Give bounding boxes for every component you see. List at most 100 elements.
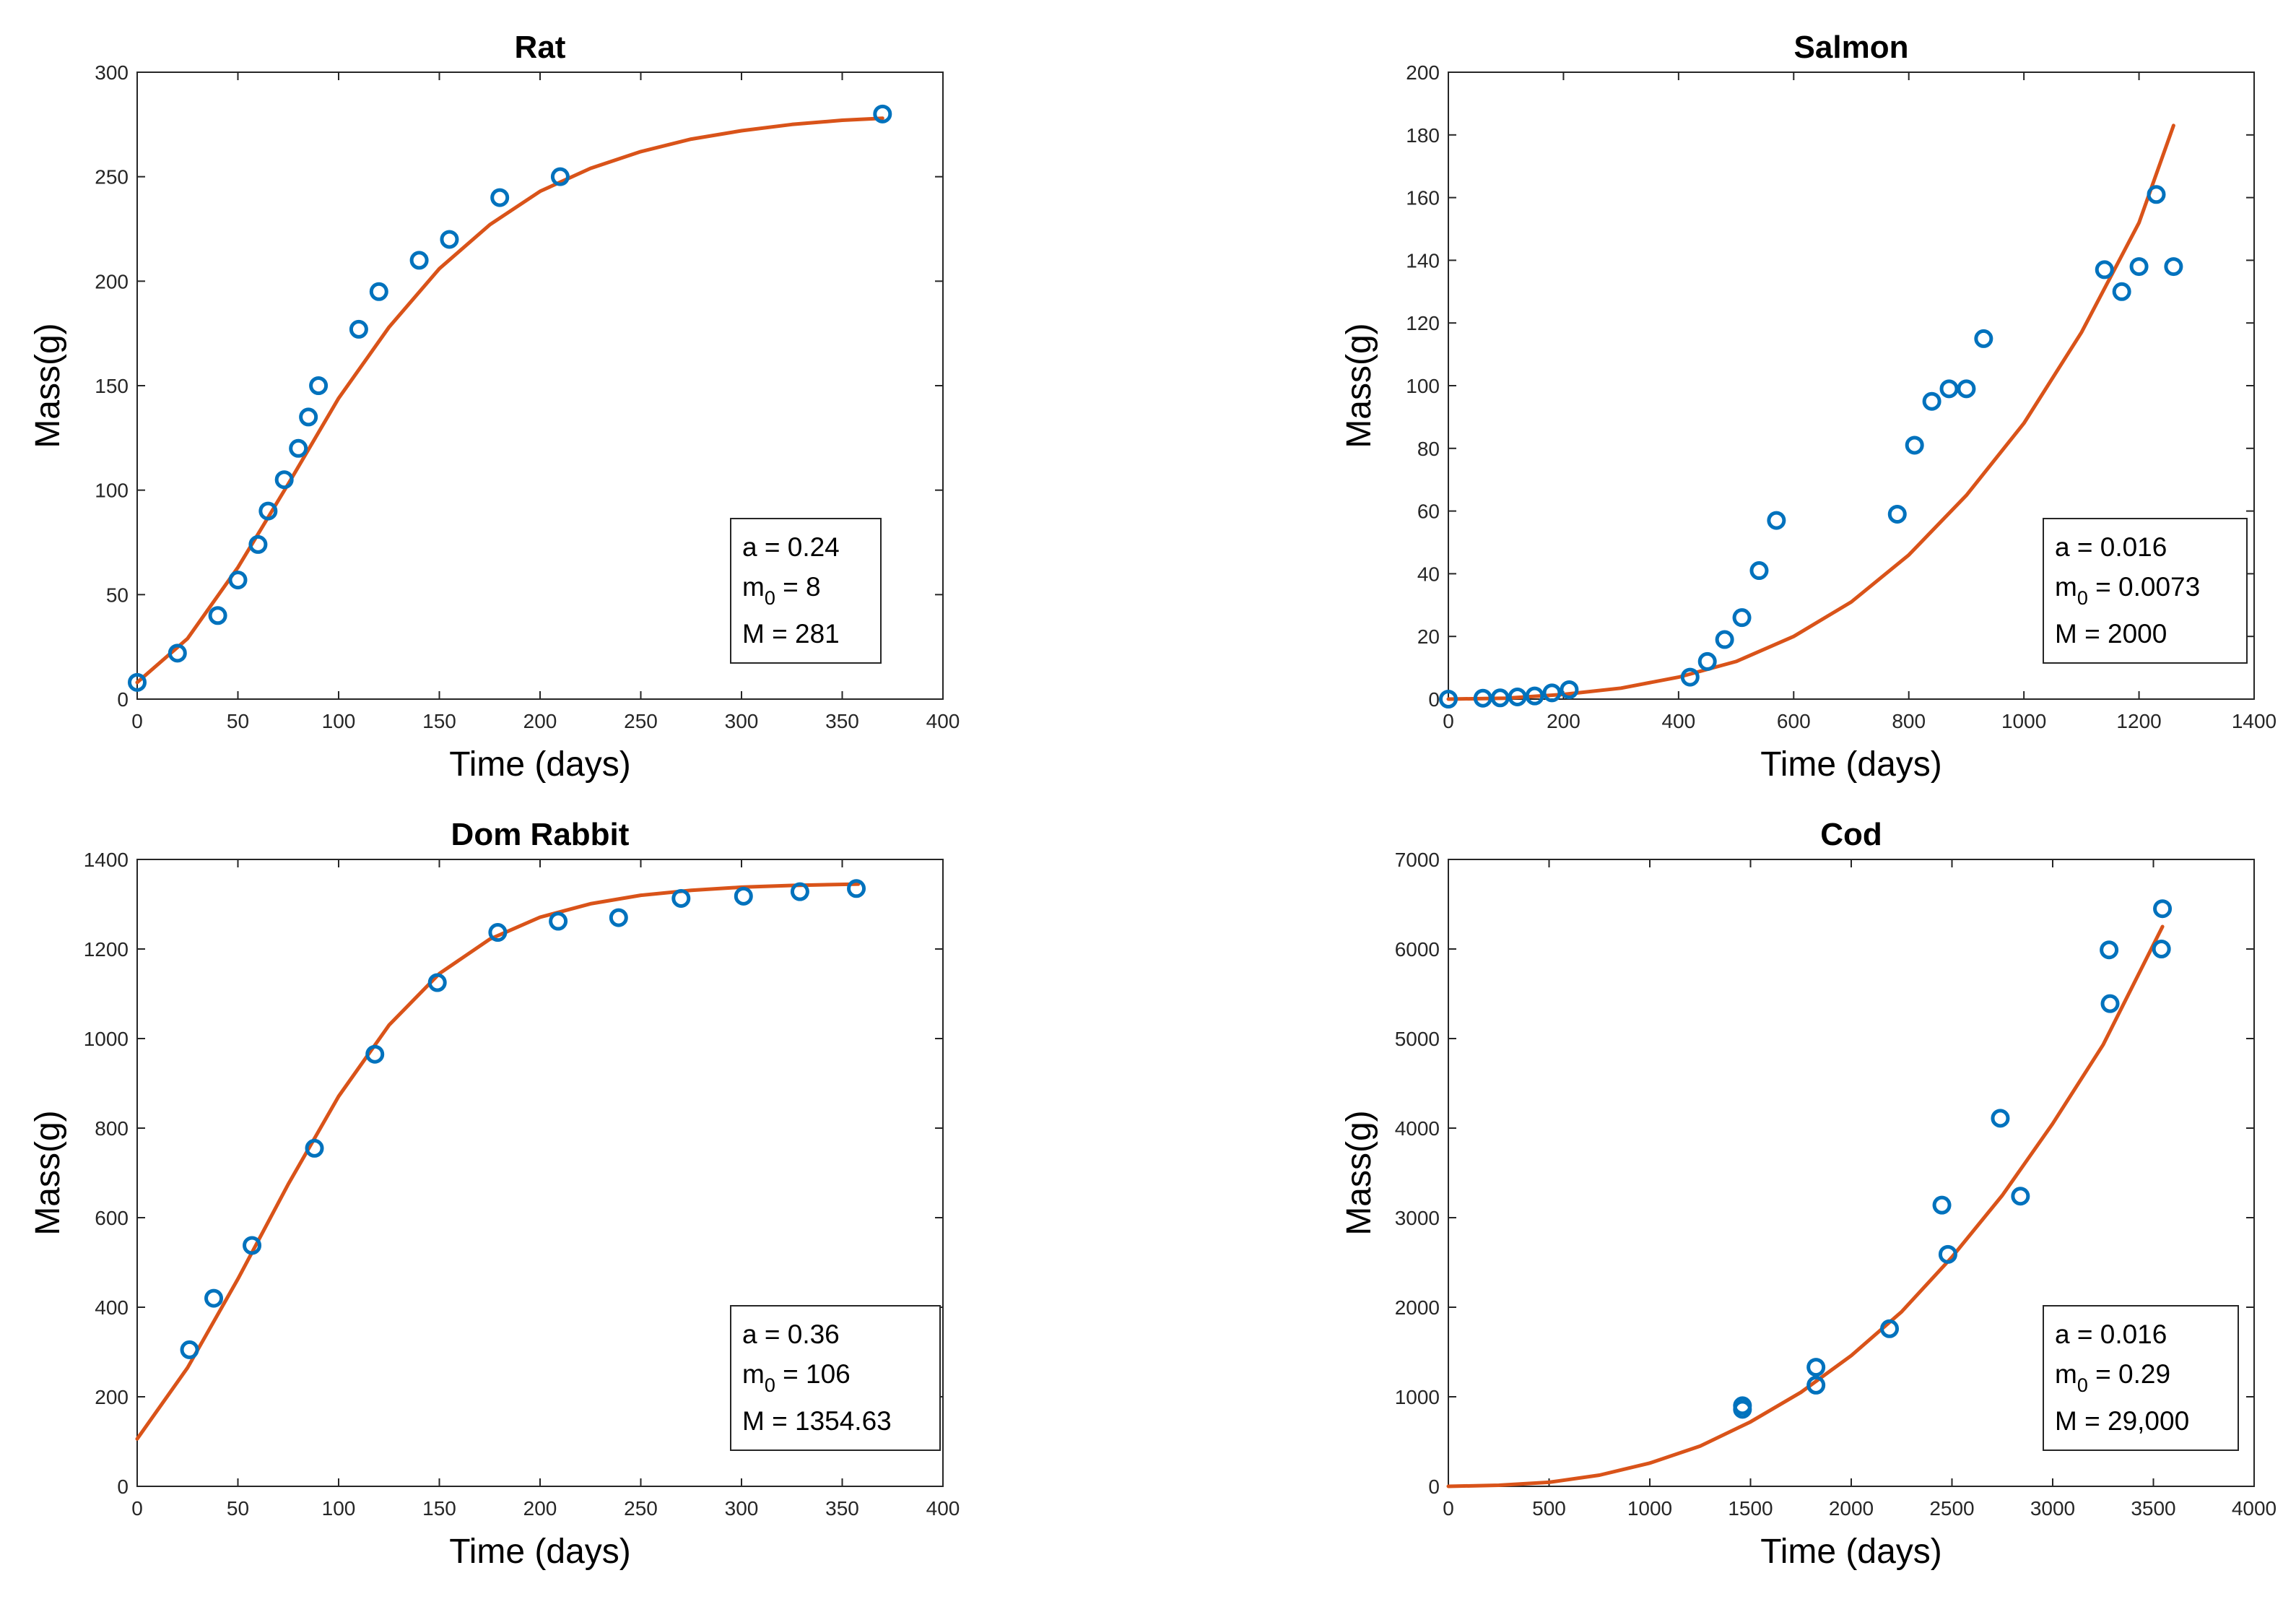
data-point [427,973,447,992]
data-point [549,911,568,931]
data-point [2147,185,2166,204]
chart-dom-rabbit: 0 50 100 150 200 250 300 350 400 0 200 400 600 800 100… [29,817,960,1571]
y-tick-label: 6000 [1395,938,1440,961]
y-tick-label: 300 [95,61,129,84]
x-tick-label: 3000 [2030,1497,2075,1520]
param-M: M = 2000 [2055,619,2167,649]
y-tick-label: 180 [1406,124,1440,147]
x-axis-label: Time (days) [449,745,631,784]
y-tick-label: 1400 [84,849,129,871]
data-point [2112,282,2131,301]
y-tick-label: 2000 [1395,1296,1440,1319]
data-point [1542,683,1562,703]
data-point [2095,260,2114,280]
x-tick-label: 1500 [1728,1497,1773,1520]
data-point [274,470,294,490]
x-tick-label: 350 [825,1497,859,1520]
data-point [488,923,508,942]
y-tick-label: 7000 [1395,849,1440,871]
fit-curve [1446,124,2175,701]
data-point [2100,994,2120,1013]
param-a: a = 0.36 [742,1320,840,1349]
data-point [243,1236,262,1255]
param-m0-value: = 106 [775,1359,851,1389]
y-tick-label: 20 [1417,625,1440,648]
y-tick-label: 50 [106,584,129,606]
param-a: a = 0.24 [742,532,840,562]
data-point [1938,1244,1957,1264]
data-point [1697,651,1717,671]
param-M: M = 281 [742,619,840,649]
x-tick-label: 50 [227,1497,249,1520]
y-tick-label: 60 [1417,500,1440,523]
x-tick-label: 600 [1777,710,1811,732]
y-tick-label: 600 [95,1207,129,1229]
y-tick-label: 200 [95,1386,129,1408]
x-tick-label: 500 [1532,1497,1566,1520]
chart-rat: 0 50 100 150 200 250 300 350 400 0 50 100 150 200 250 3… [29,30,960,784]
data-point [1957,379,1976,399]
param-m0-subscript: 0 [765,587,775,609]
chart-salmon: 0 200 400 600 800 1000 1200 1400020406080100120… [1340,30,2277,784]
data-point [299,407,318,427]
x-tick-label: 400 [926,710,960,732]
param-m0-subscript: 0 [765,1374,775,1396]
data-point [1974,329,1993,348]
x-tick-label: 3500 [2131,1497,2175,1520]
data-point [180,1340,199,1359]
y-axis-label: Mass(g) [1340,323,1378,448]
data-point [208,606,227,625]
param-m0-subscript: 0 [2077,1374,2088,1396]
data-point [2152,940,2171,958]
data-point [2100,940,2119,960]
data-point [258,501,278,521]
data-point [1525,686,1544,706]
data-point [671,888,691,908]
data-point [847,879,866,898]
param-M: M = 29,000 [2055,1406,2189,1436]
data-point [168,644,187,663]
data-point [490,188,510,207]
data-point [550,167,570,186]
x-tick-label: 300 [725,710,759,732]
data-point [349,319,368,339]
param-M: M = 1354.63 [742,1406,892,1436]
parameter-box-frame [730,518,882,664]
parameter-box: a = 0.016 m0 = 0.0073 M = 2000 [2043,518,2248,664]
y-tick-label: 0 [1428,688,1440,711]
param-m0: m0 = 106 [742,1359,851,1396]
data-point [369,282,388,301]
param-m0-value: = 0.0073 [2088,572,2200,602]
data-point [734,886,753,906]
y-tick-label: 1000 [1395,1386,1440,1408]
data-point [2164,257,2183,277]
data-point [873,104,892,124]
y-tick-label: 80 [1417,438,1440,460]
data-point [1490,688,1510,708]
x-axis-label: Time (days) [1760,745,1942,784]
x-tick-label: 2500 [1929,1497,1974,1520]
y-tick-label: 1000 [84,1028,129,1050]
x-tick-label: 0 [131,710,143,732]
x-tick-label: 100 [322,710,356,732]
x-axis-label: Time (days) [449,1533,631,1571]
data-point [2129,257,2149,277]
x-tick-label: 100 [322,1497,356,1520]
data-point [790,882,809,901]
data-point [1880,1319,1900,1338]
x-tick-label: 800 [1892,710,1926,732]
data-point [1560,680,1579,699]
parameter-box: a = 0.36 m0 = 106 M = 1354.63 [730,1305,941,1451]
param-m0: m0 = 8 [742,572,821,609]
fit-curve [1446,924,2165,1488]
chart-title: Cod [1820,817,1882,852]
param-m0: m0 = 0.29 [2055,1359,2170,1396]
y-tick-label: 400 [95,1296,129,1319]
x-tick-label: 4000 [2232,1497,2277,1520]
data-point [1680,667,1700,687]
param-m0-base: m [2055,572,2077,602]
chart-cod: 0 500 1000 1500 2000 2500 3000 3500 4000 0 1000 200… [1340,817,2277,1571]
data-point [305,1138,324,1158]
x-tick-label: 1200 [2116,710,2161,732]
x-tick-label: 400 [1661,710,1695,732]
